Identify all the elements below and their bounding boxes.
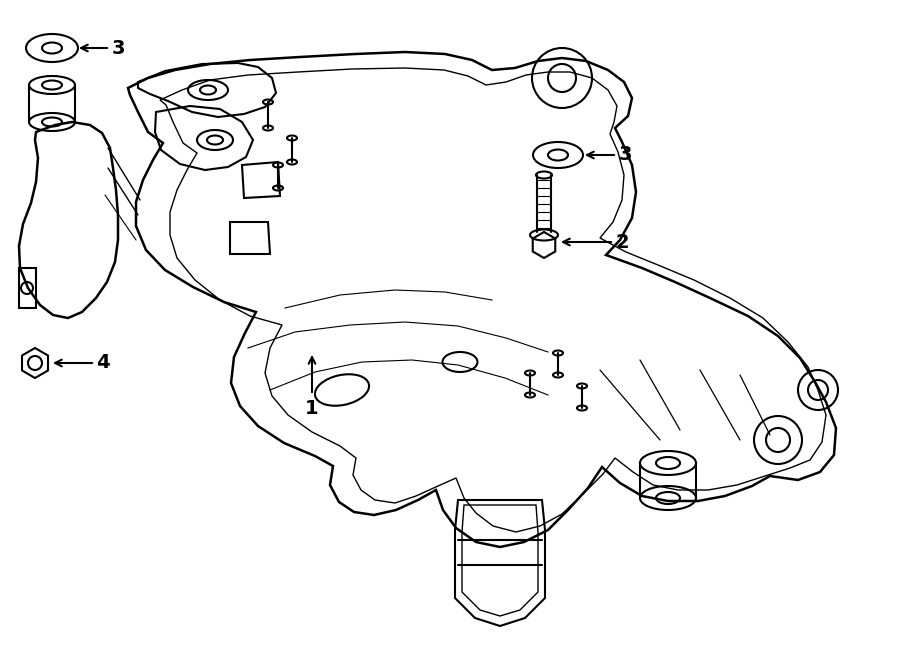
Text: 3: 3 [618, 145, 632, 165]
Text: 2: 2 [616, 233, 629, 251]
Text: 4: 4 [96, 354, 110, 373]
Text: 1: 1 [305, 399, 319, 418]
Text: 3: 3 [112, 38, 125, 58]
